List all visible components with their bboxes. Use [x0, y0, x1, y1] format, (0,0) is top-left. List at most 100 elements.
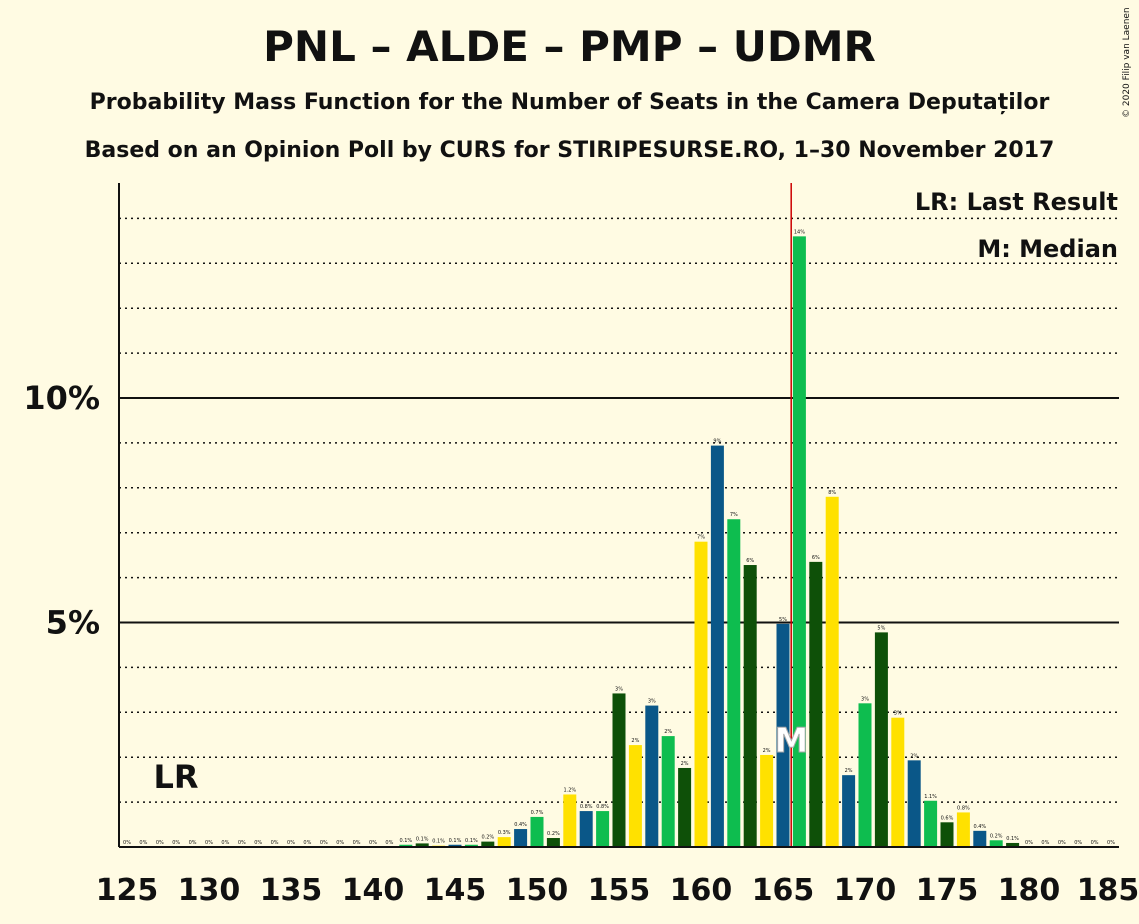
- bar-label-178: 0.2%: [990, 833, 1003, 839]
- bar-label-154: 0.8%: [596, 804, 609, 810]
- bar-seat-157: [645, 705, 659, 847]
- bar-label-169: 2%: [845, 768, 853, 774]
- bar-label-128: 0%: [172, 840, 180, 846]
- bar-seat-161: [710, 445, 724, 847]
- x-tick-170: 170: [834, 873, 897, 908]
- bar-label-152: 1.2%: [563, 787, 576, 793]
- bar-label-170: 3%: [861, 696, 869, 702]
- legend-last-result: LR: Last Result: [915, 188, 1118, 216]
- bar-seat-152: [563, 794, 577, 847]
- chart-title: PNL – ALDE – PMP – UDMR: [263, 22, 876, 71]
- bar-label-141: 0%: [385, 840, 393, 846]
- bar-label-163: 6%: [746, 558, 754, 564]
- bar-seat-155: [612, 693, 626, 847]
- bar-seat-158: [661, 736, 675, 847]
- x-tick-185: 185: [1077, 873, 1139, 908]
- bar-label-177: 0.4%: [973, 824, 986, 830]
- bar-seat-148: [497, 837, 511, 847]
- bar-label-136: 0%: [303, 840, 311, 846]
- bar-label-127: 0%: [156, 840, 164, 846]
- bar-seat-154: [596, 811, 610, 847]
- bar-label-156: 2%: [631, 738, 639, 744]
- bar-seat-171: [874, 632, 888, 847]
- bar-label-165: 5%: [779, 617, 787, 623]
- bar-seat-170: [858, 703, 872, 847]
- bar-label-146: 0.1%: [465, 838, 478, 844]
- bar-seat-163: [743, 565, 757, 847]
- bar-label-134: 0%: [271, 840, 279, 846]
- bar-label-155: 3%: [615, 686, 623, 692]
- bar-seat-165: [776, 623, 790, 847]
- x-tick-175: 175: [916, 873, 979, 908]
- bar-label-172: 3%: [894, 711, 902, 717]
- axes: M LR 5% 10% 125 130 135 140 145 150 155 160 165 170 17…: [23, 183, 1139, 908]
- chart-subtitle-poll: Based on an Opinion Poll by CURS for STI…: [84, 138, 1055, 163]
- x-tick-160: 160: [670, 873, 733, 908]
- bar-label-174: 1.1%: [924, 794, 937, 800]
- bar-label-150: 0.7%: [531, 810, 544, 816]
- bar-label-145: 0.1%: [449, 838, 462, 844]
- x-tick-140: 140: [342, 873, 405, 908]
- lr-annotation: LR: [153, 758, 198, 796]
- bar-label-148: 0.3%: [498, 830, 511, 836]
- bar-seat-153: [579, 811, 593, 847]
- bar-label-183: 0%: [1074, 840, 1082, 846]
- bar-seat-167: [809, 561, 823, 847]
- bar-label-137: 0%: [320, 840, 328, 846]
- bar-seat-156: [628, 745, 642, 847]
- bar-label-157: 3%: [648, 699, 656, 705]
- x-tick-180: 180: [998, 873, 1061, 908]
- bar-seat-143: [415, 843, 429, 847]
- bar-seat-168: [825, 496, 839, 847]
- bar-seat-147: [481, 841, 495, 847]
- x-tick-155: 155: [588, 873, 651, 908]
- bar-seat-169: [842, 775, 856, 847]
- bar-label-168: 8%: [828, 490, 836, 496]
- bar-seat-175: [940, 822, 954, 847]
- bar-label-180: 0%: [1025, 840, 1033, 846]
- bar-label-126: 0%: [139, 840, 147, 846]
- bar-seat-172: [891, 717, 905, 847]
- bar-label-125: 0%: [123, 840, 131, 846]
- x-tick-165: 165: [752, 873, 815, 908]
- x-tick-135: 135: [260, 873, 323, 908]
- bar-label-167: 6%: [812, 555, 820, 561]
- bar-seat-149: [514, 829, 528, 847]
- x-tick-150: 150: [506, 873, 569, 908]
- y-tick-5: 5%: [46, 604, 100, 642]
- bar-seat-178: [989, 840, 1003, 847]
- bar-label-181: 0%: [1041, 840, 1049, 846]
- bar-label-149: 0.4%: [514, 822, 527, 828]
- bar-label-179: 0.1%: [1006, 836, 1019, 842]
- legend: LR: Last Result M: Median: [915, 188, 1118, 263]
- bar-label-175: 0.6%: [941, 815, 954, 821]
- bar-label-147: 0.2%: [481, 835, 494, 841]
- bar-label-140: 0%: [369, 840, 377, 846]
- x-tick-130: 130: [178, 873, 241, 908]
- bar-label-166: 14%: [794, 229, 805, 235]
- legend-median: M: Median: [977, 235, 1118, 263]
- bar-label-162: 7%: [730, 512, 738, 518]
- bar-label-176: 0.8%: [957, 805, 970, 811]
- bar-series: [399, 236, 1020, 848]
- bar-seat-174: [924, 800, 938, 847]
- bar-label-182: 0%: [1058, 840, 1066, 846]
- bar-label-164: 2%: [763, 748, 771, 754]
- bar-labels: 0% 0% 0% 0% 0% 0% 0% 0% 0% 0% 0% 0% 0% 0% 0% 0% 0% 0.1% 0.…: [123, 229, 1115, 846]
- bar-seat-166: [792, 236, 806, 848]
- bar-seat-150: [530, 816, 544, 847]
- bar-label-151: 0.2%: [547, 831, 560, 837]
- bar-label-171: 5%: [877, 625, 885, 631]
- bar-label-142: 0.1%: [399, 838, 412, 844]
- bar-label-135: 0%: [287, 840, 295, 846]
- x-tick-145: 145: [424, 873, 487, 908]
- bar-label-130: 0%: [205, 840, 213, 846]
- bar-seat-142: [399, 844, 413, 847]
- bar-seat-176: [956, 812, 970, 847]
- bar-label-144: 0.1%: [432, 839, 445, 845]
- bar-label-131: 0%: [221, 840, 229, 846]
- bar-label-159: 2%: [681, 761, 689, 767]
- bar-seat-164: [760, 754, 774, 847]
- bar-seat-151: [546, 838, 560, 847]
